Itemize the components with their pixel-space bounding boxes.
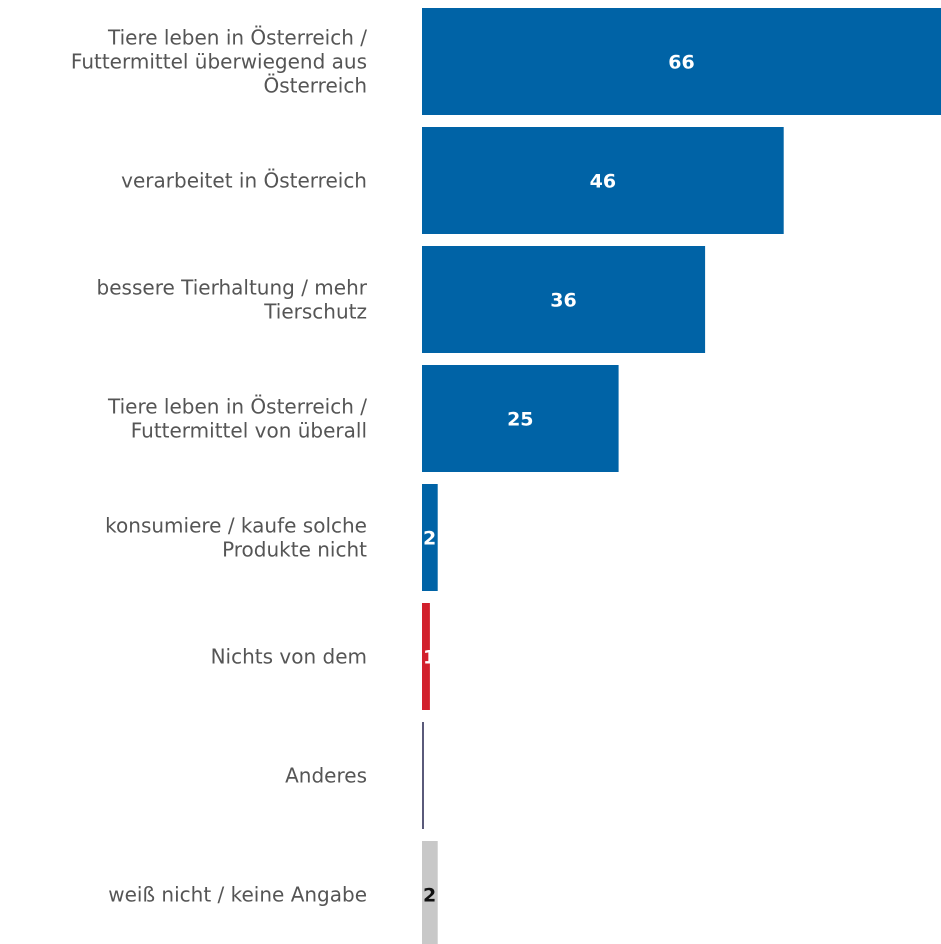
bar	[422, 603, 430, 710]
bar	[422, 365, 619, 472]
value-label: 46	[590, 171, 616, 193]
category-label: Tiere leben in Österreich / Futtermittel …	[71, 26, 367, 98]
category-label: bessere Tierhaltung / mehr Tierschutz	[97, 276, 368, 324]
category-labels: Tiere leben in Österreich / Futtermittel …	[71, 26, 368, 907]
bar	[422, 246, 706, 353]
value-label: 1	[423, 647, 436, 669]
value-label: 66	[668, 52, 694, 74]
bars	[422, 8, 941, 944]
value-label: 2	[423, 885, 436, 907]
category-label: konsumiere / kaufe solche Produkte nicht	[105, 514, 367, 562]
category-label: Anderes	[285, 764, 367, 788]
bar	[422, 722, 424, 829]
value-label: 25	[507, 409, 533, 431]
category-label: weiß nicht / keine Angabe	[108, 883, 367, 907]
bar	[422, 8, 941, 115]
bar	[422, 127, 784, 234]
value-label: 36	[550, 290, 576, 312]
category-label: Tiere leben in Österreich / Futtermittel …	[107, 395, 367, 443]
value-label: 2	[423, 528, 436, 550]
value-labels: 66 46 36 25 2 1 2	[423, 52, 695, 907]
category-label: verarbeitet in Österreich	[121, 169, 367, 193]
bar	[422, 484, 438, 591]
bar	[422, 841, 438, 944]
category-label: Nichts von dem	[211, 645, 367, 669]
